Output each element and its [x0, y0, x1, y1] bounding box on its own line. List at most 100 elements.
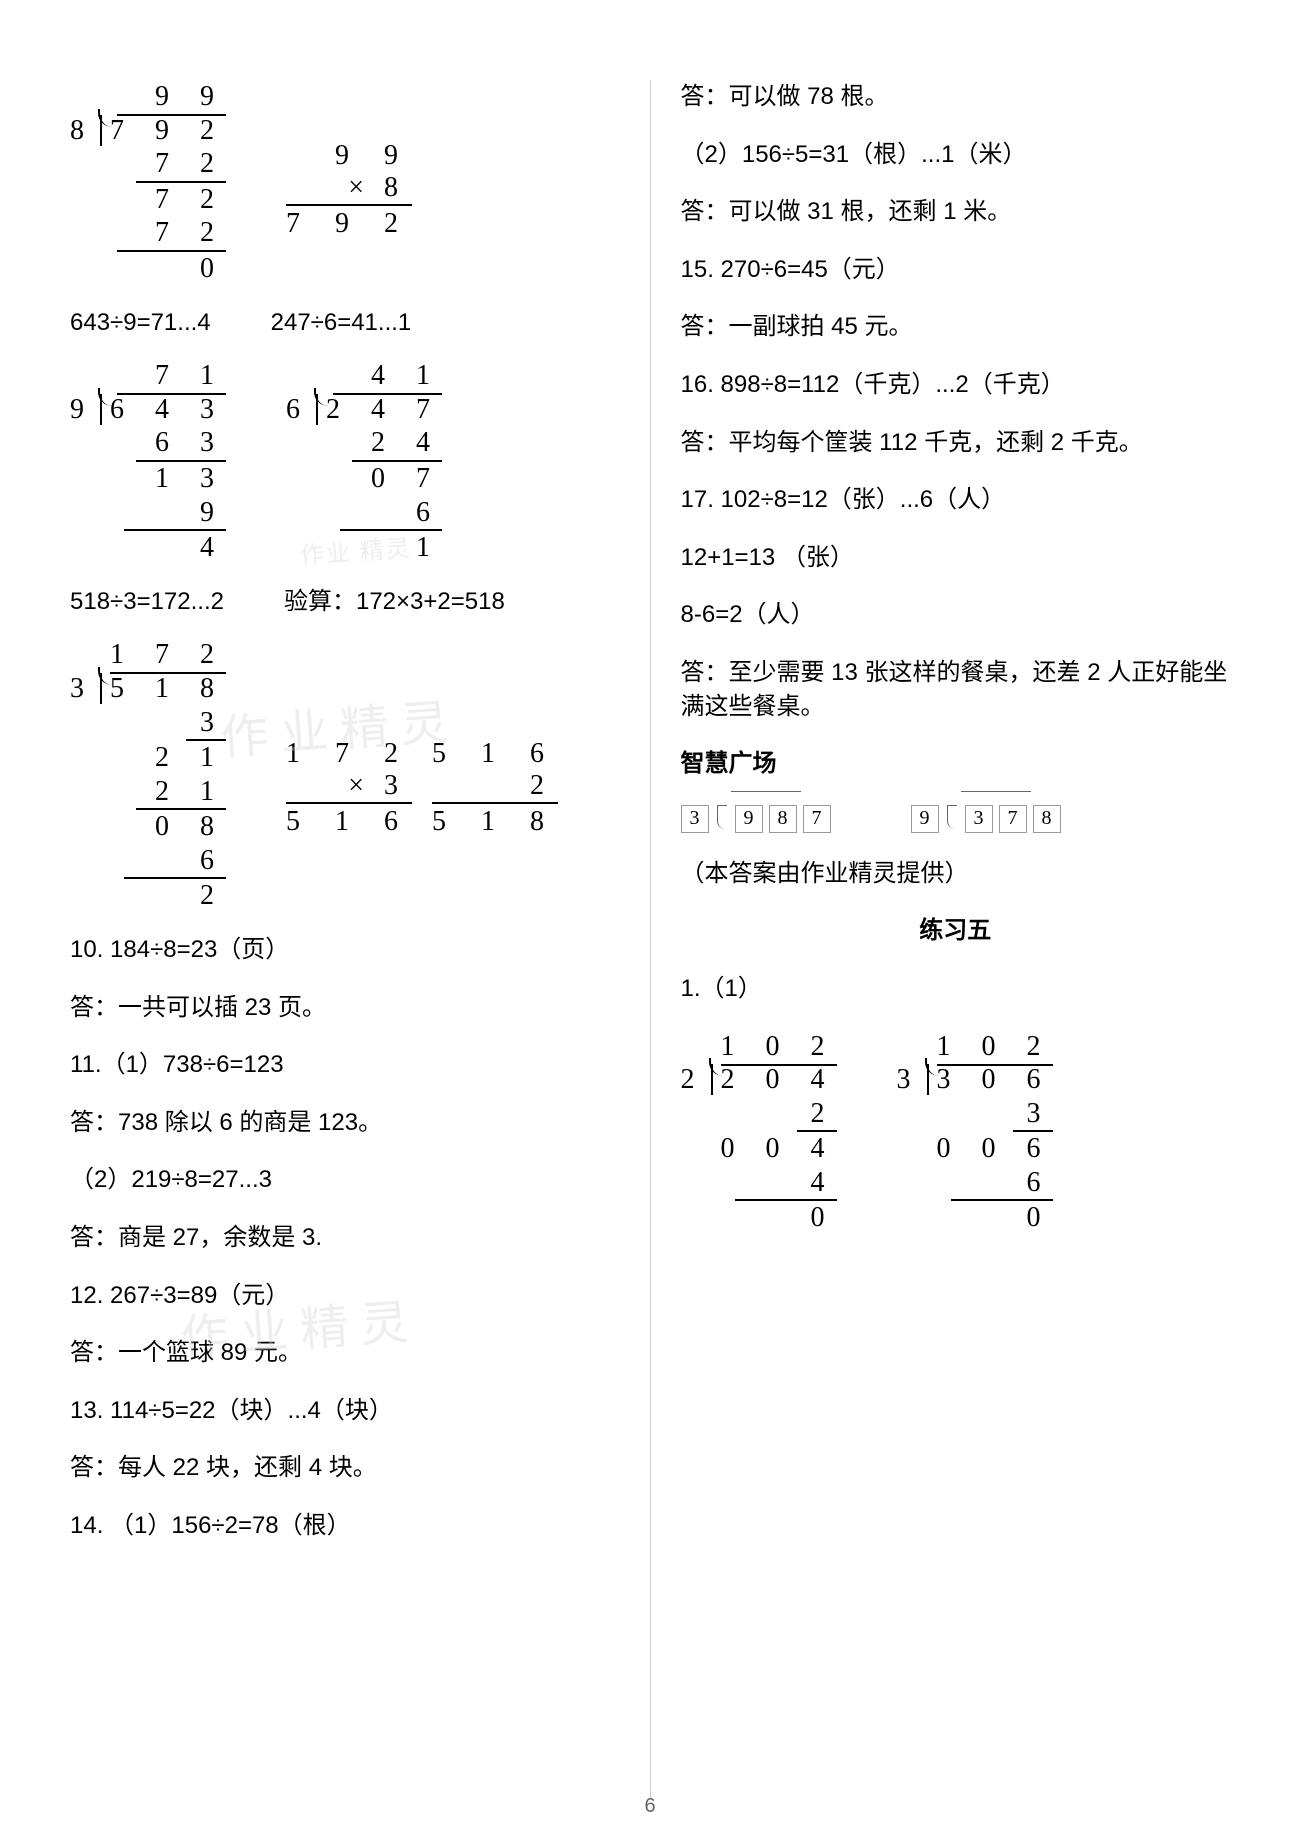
step: 1 3 [70, 462, 226, 496]
section-title-zhihui: 智慧广场 [681, 747, 1231, 781]
longdiv-247-6: 4 1 62 4 7 2 4 0 7 6 1 [286, 359, 442, 565]
step: 3 [1013, 1097, 1053, 1133]
dividend: 2 4 7 [316, 394, 442, 425]
product: 5 1 6 [286, 802, 412, 838]
step: 0 [70, 252, 226, 286]
step: 3 [186, 706, 226, 742]
exercise-5-title: 练习五 [681, 914, 1231, 948]
mult-172x3: 1 7 2 ×3 5 1 6 [286, 738, 412, 838]
box-dividend-digit: 8 [769, 805, 797, 833]
bracket-top [961, 791, 1031, 792]
step: 7 2 [117, 216, 226, 252]
step: 2 [70, 879, 226, 913]
step: 2 4 [352, 426, 442, 462]
add-516-2: 5 1 6 2 5 1 8 [432, 738, 558, 838]
box-dividend-digit: 8 [1033, 805, 1061, 833]
step: 6 [951, 1166, 1053, 1202]
step: 2 [797, 1097, 837, 1133]
box-dividend-digit: 3 [965, 805, 993, 833]
box-division-1: 3 9 8 7 [681, 805, 831, 833]
a11-2: 答：商是 27，余数是 3. [70, 1221, 620, 1255]
equations-row-518: 518÷3=172...2 验算：172×3+2=518 [70, 585, 620, 619]
dividend: 6 4 3 [100, 394, 226, 425]
operator: × [348, 172, 364, 203]
q11-2: （2）219÷8=27...3 [70, 1163, 620, 1197]
eq-643-9: 643÷9=71...4 [70, 306, 211, 340]
box-division-row: 3 9 8 7 9 3 7 [681, 805, 1231, 833]
step: 0 [897, 1201, 1053, 1235]
a17: 答：至少需要 13 张这样的餐桌，还差 2 人正好能坐满这些餐桌。 [681, 656, 1231, 723]
quotient: 1 0 2 [937, 1031, 1053, 1066]
divisor: 9 [70, 393, 100, 427]
a12: 答：一个篮球 89 元。 [70, 1336, 620, 1370]
a14-2: 答：可以做 31 根，还剩 1 米。 [681, 195, 1231, 229]
box-dividend-digit: 7 [803, 805, 831, 833]
step: 0 0 4 [681, 1132, 837, 1166]
step: 9 [124, 496, 226, 532]
quotient: 9 9 [117, 81, 226, 116]
q13: 13. 114÷5=22（块）...4（块） [70, 1394, 620, 1428]
q15: 15. 270÷6=45（元） [681, 253, 1231, 287]
bracket-icon [947, 805, 957, 829]
a13: 答：每人 22 块，还剩 4 块。 [70, 1451, 620, 1485]
page-number: 6 [644, 1795, 655, 1818]
box-division-2: 9 3 7 8 [911, 805, 1061, 833]
step: 0 [681, 1201, 837, 1235]
longdiv-row-2: 7 1 96 4 3 6 3 1 3 9 4 4 1 62 4 7 2 4 0 … [70, 359, 620, 565]
step: 1 [286, 531, 442, 565]
quotient: 1 7 2 [110, 639, 226, 674]
problem-792-div-8: 9 9 87 9 2 7 2 7 2 7 2 0 9 9 ×8 7 9 2 [70, 80, 620, 286]
multiplicand: 9 9 [286, 140, 412, 172]
eq-247-6: 247÷6=41...1 [271, 306, 412, 340]
q16: 16. 898÷8=112（千克）...2（千克） [681, 368, 1231, 402]
multiplicand: 1 7 2 [286, 738, 412, 770]
step: 4 [735, 1166, 837, 1202]
equations-row-1: 643÷9=71...4 247÷6=41...1 [70, 306, 620, 340]
dividend: 3 0 6 [927, 1064, 1053, 1095]
step: 4 [70, 531, 226, 565]
ex5-longdiv-row: 1 0 2 22 0 4 2 0 0 4 4 0 1 0 2 33 0 6 3 … [681, 1030, 1231, 1236]
step: 0 7 [286, 462, 442, 496]
longdiv-518-3: 1 7 2 35 1 8 3 2 1 2 1 0 8 6 2 [70, 638, 226, 913]
multiplier: 8 [384, 172, 412, 203]
bracket-top [731, 791, 801, 792]
dividend: 5 1 8 [100, 673, 226, 704]
ex5-q1: 1.（1） [681, 972, 1231, 1006]
dividend: 7 9 2 [100, 115, 226, 146]
longdiv-204-2: 1 0 2 22 0 4 2 0 0 4 4 0 [681, 1030, 837, 1236]
dividend: 2 0 4 [711, 1064, 837, 1095]
step: 0 0 6 [897, 1132, 1053, 1166]
box-dividend-digit: 7 [999, 805, 1027, 833]
divisor: 3 [897, 1063, 927, 1097]
bracket-icon [717, 805, 727, 829]
a14-1: 答：可以做 78 根。 [681, 80, 1231, 114]
longdiv-306-3: 1 0 2 33 0 6 3 0 0 6 6 0 [897, 1030, 1053, 1236]
page-container: 9 9 87 9 2 7 2 7 2 7 2 0 9 9 ×8 7 9 2 64… [0, 0, 1300, 1838]
box-dividend-digit: 9 [735, 805, 763, 833]
q17-c: 8-6=2（人） [681, 598, 1231, 632]
multiplier: 3 [384, 770, 412, 801]
mult-99x8: 9 9 ×8 7 9 2 [286, 140, 412, 240]
divisor: 2 [681, 1063, 711, 1097]
step: 2 1 [136, 775, 226, 811]
addend: 2 [432, 770, 558, 802]
step: 6 [124, 844, 226, 880]
q14-2: （2）156÷5=31（根）...1（米） [681, 138, 1231, 172]
quotient: 4 1 [333, 360, 442, 395]
q11-1: 11.（1）738÷6=123 [70, 1048, 620, 1082]
q17: 17. 102÷8=12（张）...6（人） [681, 483, 1231, 517]
quotient: 1 0 2 [721, 1031, 837, 1066]
divisor: 6 [286, 393, 316, 427]
left-column: 9 9 87 9 2 7 2 7 2 7 2 0 9 9 ×8 7 9 2 64… [70, 80, 650, 1798]
a11-1: 答：738 除以 6 的商是 123。 [70, 1106, 620, 1140]
box-divisor: 9 [911, 805, 939, 833]
q12: 12. 267÷3=89（元） [70, 1279, 620, 1313]
step: 6 [340, 496, 442, 532]
step: 0 8 [70, 810, 226, 844]
longdiv-row-518: 1 7 2 35 1 8 3 2 1 2 1 0 8 6 2 1 7 2 ×3 … [70, 638, 620, 913]
q10: 10. 184÷8=23（页） [70, 933, 620, 967]
sum: 5 1 8 [432, 802, 558, 838]
quotient: 7 1 [117, 360, 226, 395]
a10: 答：一共可以插 23 页。 [70, 991, 620, 1025]
step: 7 2 [70, 183, 226, 217]
